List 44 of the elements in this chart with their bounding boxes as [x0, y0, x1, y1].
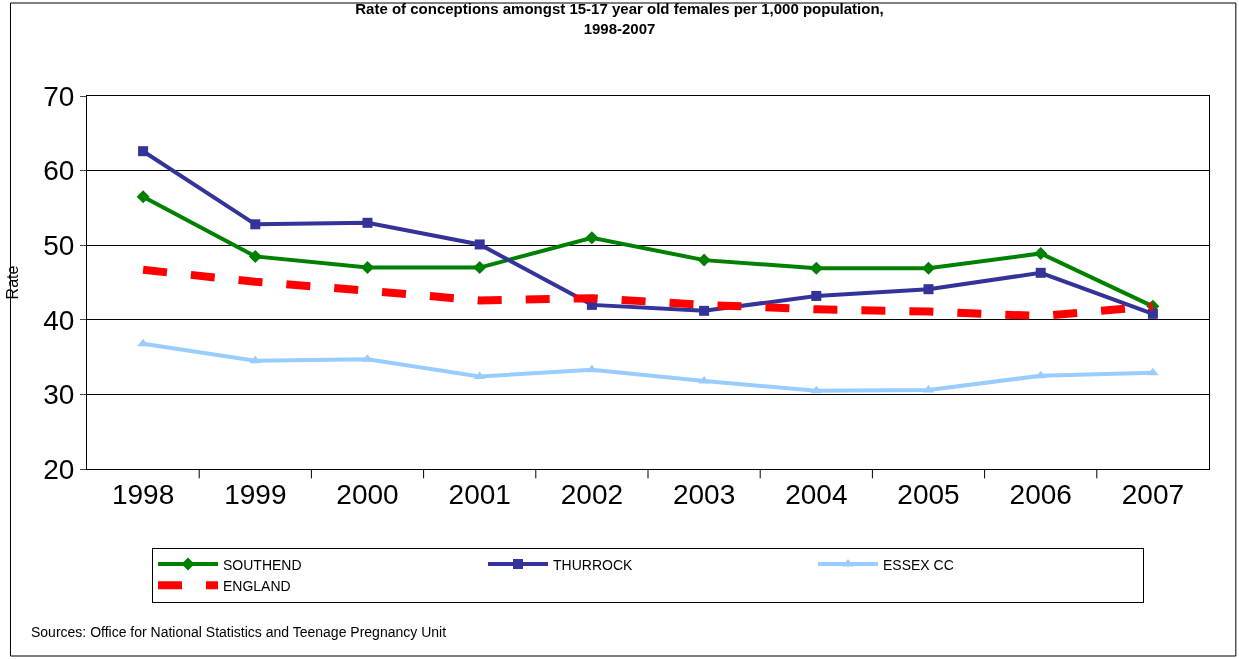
- x-tick-label: 2005: [897, 478, 960, 510]
- y-tick-label: 40: [43, 304, 75, 336]
- point: [136, 190, 150, 204]
- point: [923, 284, 934, 295]
- y-tick-label: 30: [43, 379, 75, 411]
- source-note: Sources: Office for National Statistics and Teenage Pregnancy Unit: [31, 624, 447, 640]
- legend-label: ESSEX CC: [883, 556, 954, 573]
- x-tick-label: 2006: [1009, 478, 1072, 510]
- point: [250, 219, 261, 230]
- x-tick-label: 2004: [785, 478, 848, 510]
- point: [699, 305, 710, 316]
- x-tick-label: 1999: [224, 478, 287, 510]
- x-tick-label: 2000: [336, 478, 399, 510]
- point: [809, 261, 823, 275]
- chart-title: Rate of conceptions amongst 15-17 year old females per 1,000 population, 1998-2007: [355, 0, 884, 37]
- x-tick-label: 2001: [448, 478, 511, 510]
- point: [473, 261, 487, 275]
- point: [138, 146, 149, 157]
- legend-label: THURROCK: [553, 556, 633, 573]
- point: [137, 338, 149, 347]
- point: [1034, 246, 1048, 260]
- x-tick-label: 1998: [111, 478, 175, 510]
- point: [585, 231, 599, 245]
- y-tick-label: 50: [43, 230, 75, 261]
- legend-label: ENGLAND: [223, 577, 291, 594]
- legend-label: SOUTHEND: [223, 556, 302, 573]
- point: [922, 261, 935, 275]
- point: [586, 364, 598, 373]
- point: [248, 249, 262, 263]
- y-axis-title: Rate: [4, 265, 22, 300]
- x-tick-label: 2003: [672, 478, 736, 510]
- point: [1147, 367, 1159, 376]
- y-tick-label: 60: [43, 155, 75, 187]
- y-tick-label: 70: [43, 80, 75, 112]
- point: [1147, 308, 1158, 319]
- point: [811, 290, 822, 301]
- point: [697, 253, 711, 267]
- y-tick-label: 20: [43, 453, 75, 485]
- point: [361, 261, 374, 275]
- point: [362, 217, 373, 228]
- x-tick-label: 2007: [1121, 478, 1185, 510]
- point: [474, 239, 485, 250]
- point: [1035, 267, 1046, 278]
- x-tick-label: 2002: [560, 478, 624, 510]
